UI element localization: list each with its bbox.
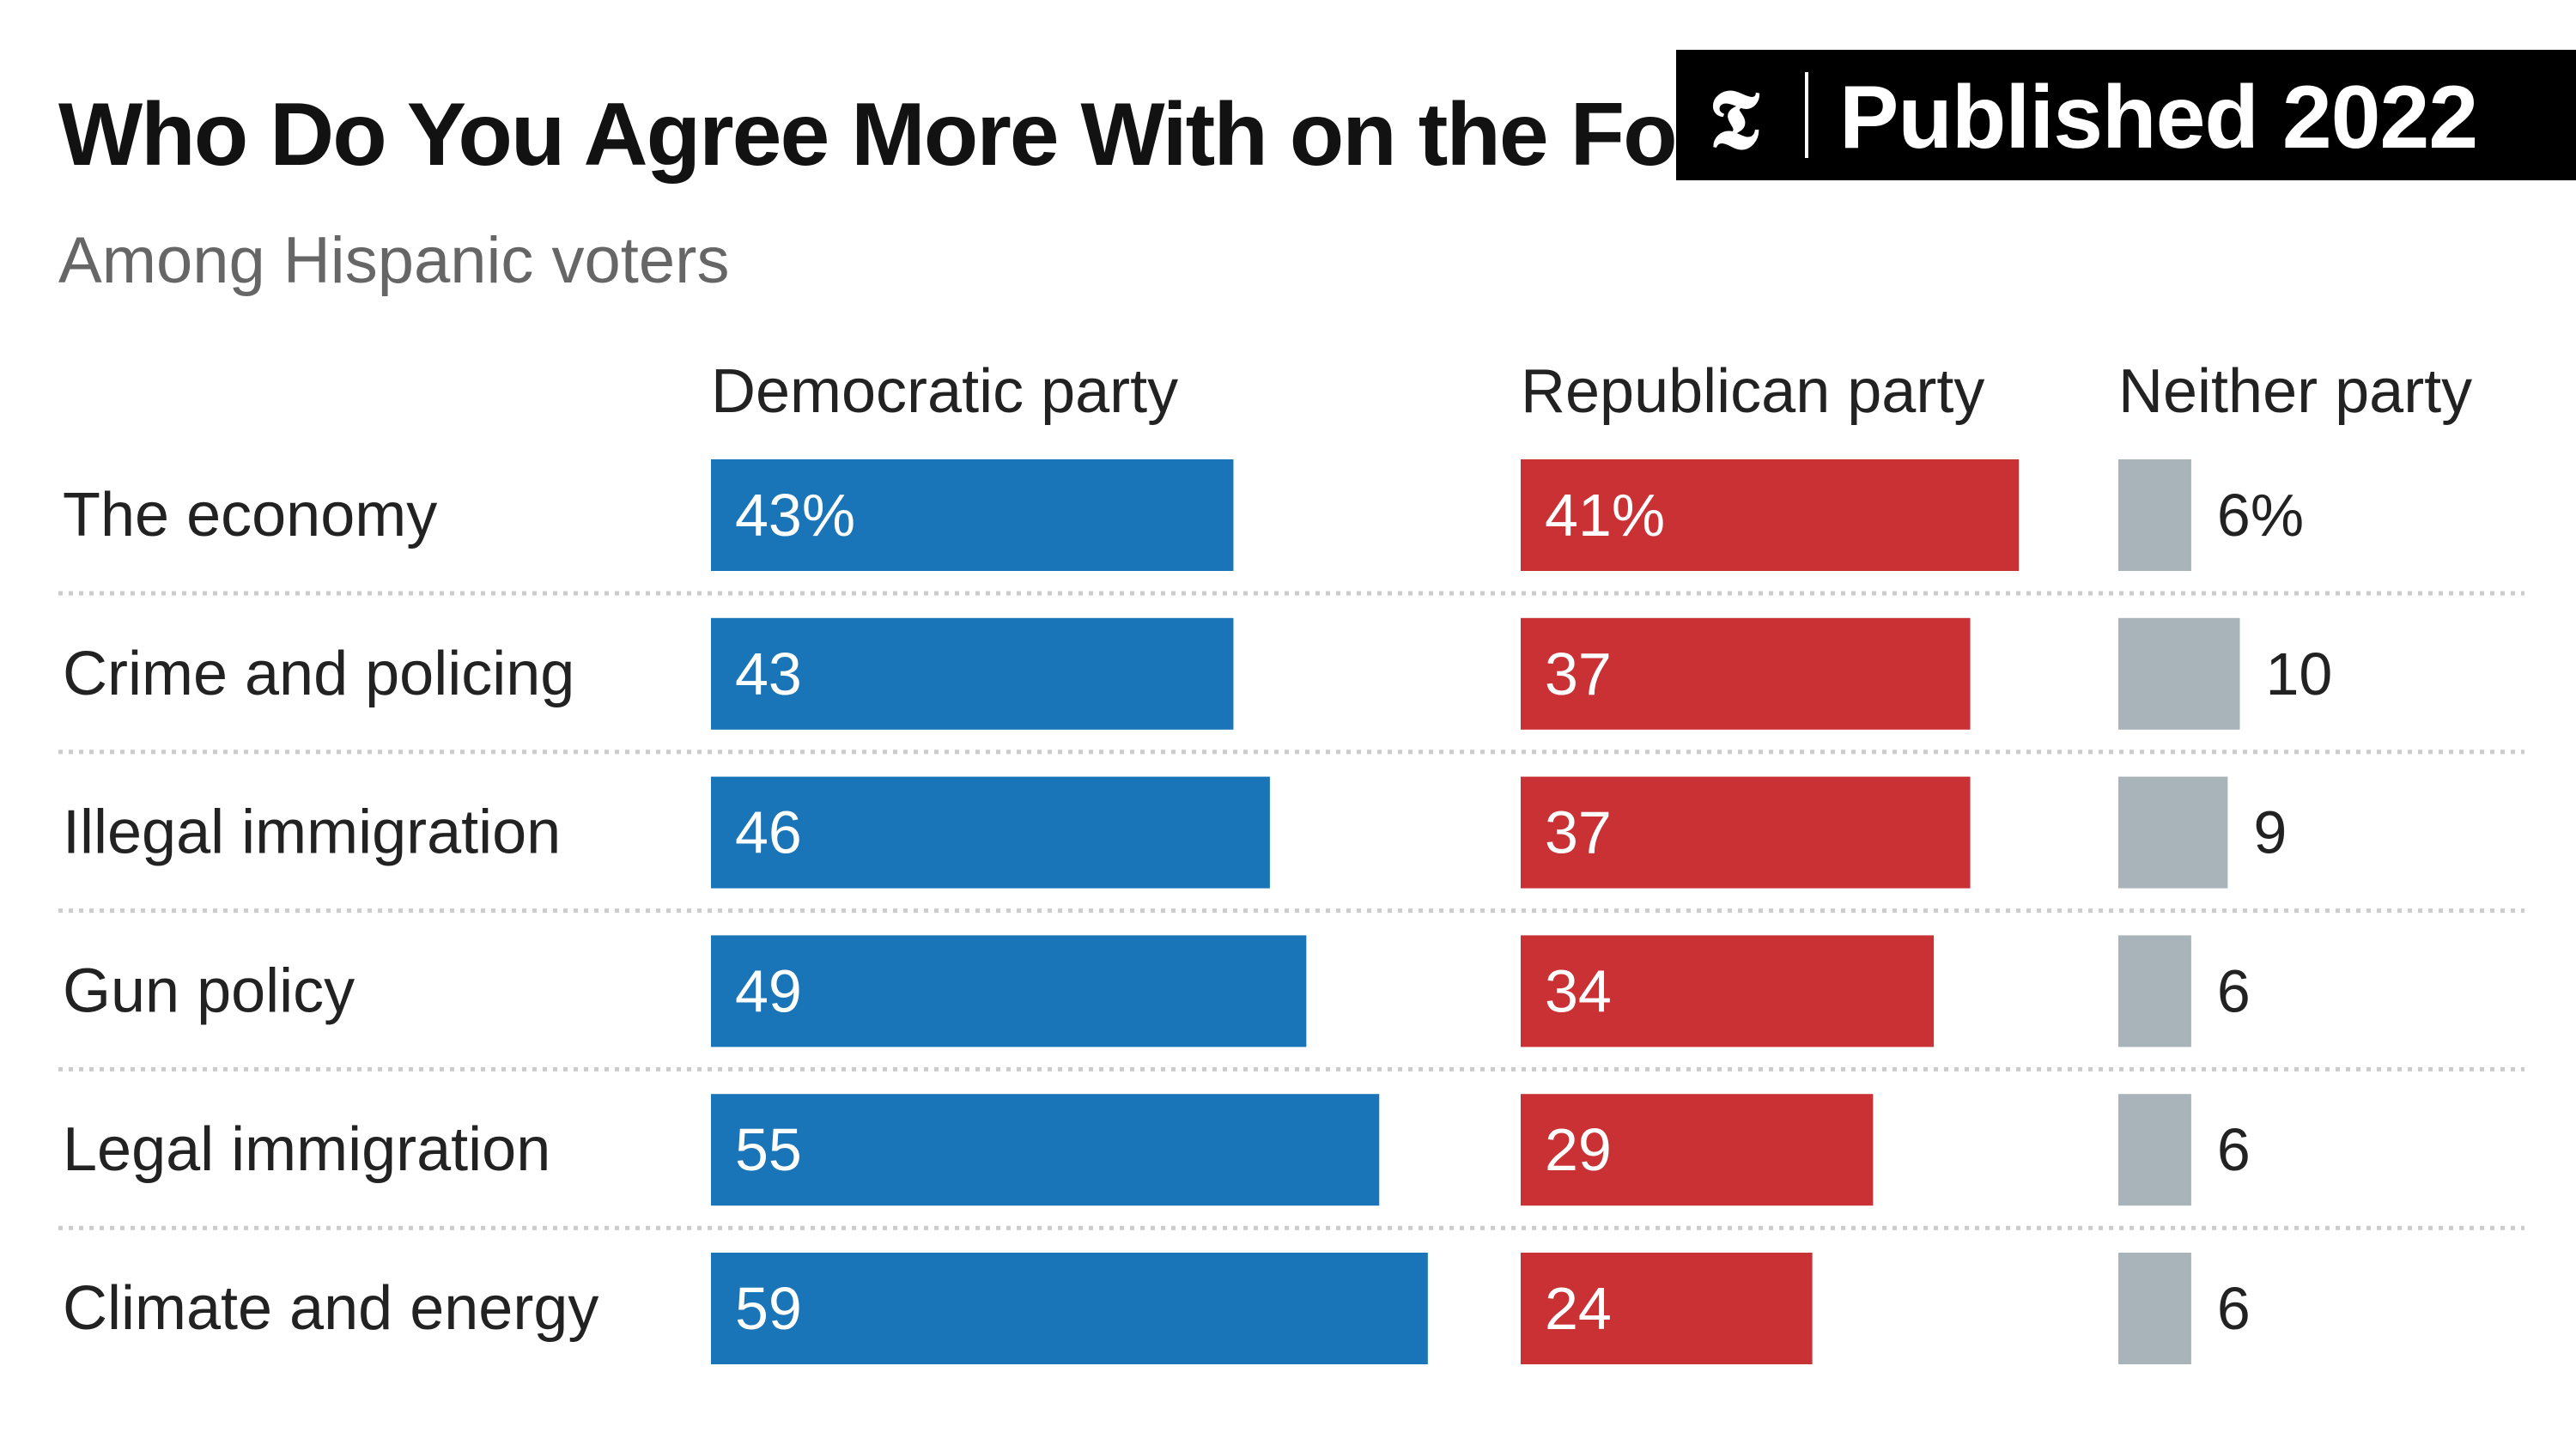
bar-rep xyxy=(1521,776,1971,889)
chart-subtitle: Among Hispanic voters xyxy=(58,224,729,297)
chart-title: Who Do You Agree More With on the Fo xyxy=(58,85,1676,185)
data-label-neither: 10 xyxy=(2266,641,2333,707)
row-label: Crime and policing xyxy=(63,640,574,708)
bar-neither xyxy=(2118,776,2228,889)
bar-rep xyxy=(1521,459,2020,571)
row-label: Gun policy xyxy=(63,956,355,1025)
bar-dem xyxy=(711,935,1307,1047)
data-label-dem: 55 xyxy=(735,1116,802,1183)
data-label-rep: 24 xyxy=(1545,1275,1612,1342)
bar-dem xyxy=(711,1094,1380,1206)
bar-rep xyxy=(1521,1253,1813,1364)
chart-marks: Democratic party Republican party Neither … xyxy=(58,357,2524,1364)
data-label-rep: 41% xyxy=(1545,482,1665,549)
bar-dem xyxy=(711,617,1234,730)
badge-divider xyxy=(1805,72,1808,158)
published-badge: 𝕿 Published 2022 xyxy=(1676,50,2576,180)
data-label-rep: 29 xyxy=(1545,1116,1612,1183)
bar-neither xyxy=(2118,1253,2191,1364)
bar-dem xyxy=(711,459,1234,571)
column-header-neither: Neither party xyxy=(2118,357,2472,426)
bar-dem xyxy=(711,776,1270,889)
data-label-neither: 6 xyxy=(2217,957,2251,1024)
bar-rep xyxy=(1521,1094,1874,1206)
data-label-rep: 37 xyxy=(1545,641,1612,707)
bar-rep xyxy=(1521,935,1935,1047)
bar-neither xyxy=(2118,617,2240,730)
data-label-neither: 6 xyxy=(2217,1275,2251,1342)
badge-label: Published 2022 xyxy=(1839,68,2477,167)
bar-neither xyxy=(2118,459,2191,571)
data-label-neither: 6% xyxy=(2217,482,2304,549)
row-label: Climate and energy xyxy=(63,1274,598,1343)
data-label-dem: 43 xyxy=(735,641,802,707)
data-label-dem: 46 xyxy=(735,799,802,866)
bar-dem xyxy=(711,1253,1428,1364)
data-label-neither: 6 xyxy=(2217,1116,2251,1183)
bar-neither xyxy=(2118,1094,2191,1206)
row-label: Illegal immigration xyxy=(63,798,561,867)
row-label: Legal immigration xyxy=(63,1115,550,1184)
column-header-rep: Republican party xyxy=(1521,357,1984,426)
data-label-rep: 34 xyxy=(1545,957,1612,1024)
data-label-dem: 49 xyxy=(735,957,802,1024)
nyt-logo-icon: 𝕿 xyxy=(1709,74,1760,166)
badge-background xyxy=(1676,50,2576,180)
column-header-dem: Democratic party xyxy=(711,357,1178,426)
data-label-dem: 43% xyxy=(735,482,855,549)
data-label-dem: 59 xyxy=(735,1275,802,1342)
row-label: The economy xyxy=(63,481,437,549)
bar-neither xyxy=(2118,935,2191,1047)
bar-rep xyxy=(1521,617,1971,730)
data-label-neither: 9 xyxy=(2253,799,2287,866)
data-label-rep: 37 xyxy=(1545,799,1612,866)
